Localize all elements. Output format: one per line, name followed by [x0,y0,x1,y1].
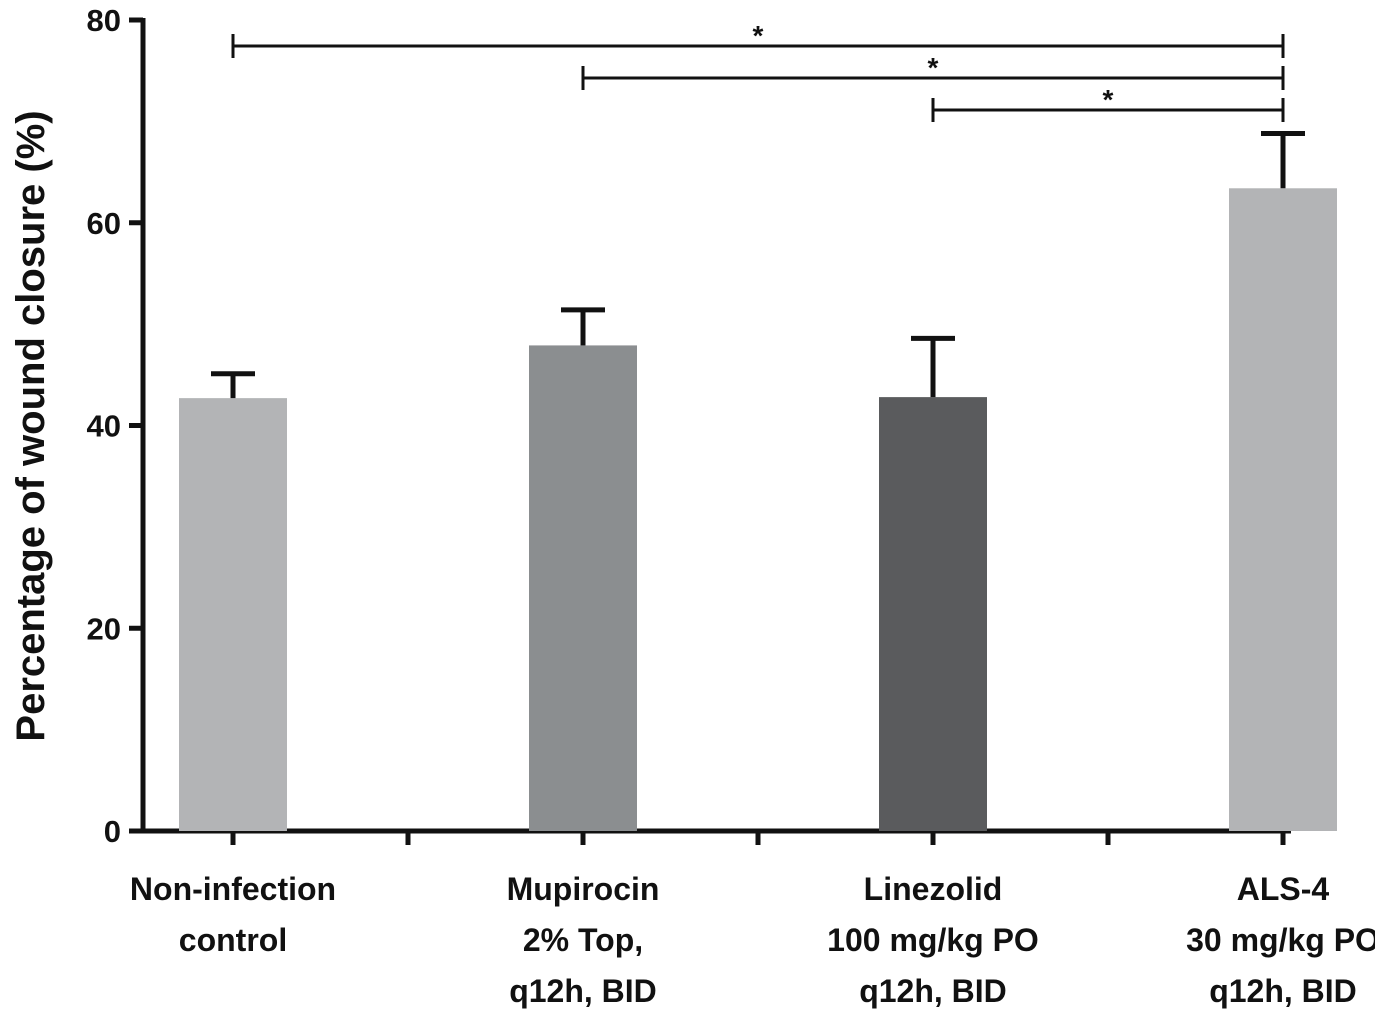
y-tick-label: 20 [87,611,121,646]
significance-label: * [1103,84,1114,115]
bar [1229,188,1337,832]
x-tick-label: Mupirocin 2% Top, q12h, BID [507,871,660,1009]
x-tick-label-line: Non-infection [130,871,336,907]
y-tick-label: 80 [87,3,121,38]
x-tick-label-line: ALS-4 [1237,871,1330,907]
x-tick-label-line: q12h, BID [1209,973,1357,1009]
x-tick-label: Non-infection control [130,871,336,958]
bar [179,398,287,831]
error-bar [1261,131,1305,189]
x-tick-label: Linezolid 100 mg/kg PO q12h, BID [827,871,1039,1009]
x-tick-label-line: control [179,922,287,958]
x-tick-label-line: 30 mg/kg PO [1186,922,1375,958]
significance-label: * [753,20,764,51]
x-tick-label-line: 2% Top, [523,922,643,958]
error-bar [211,371,255,399]
significance-label: * [928,52,939,83]
y-tick-label: 40 [87,409,121,444]
x-tick-label-line: q12h, BID [859,973,1007,1009]
y-axis-label: Percentage of wound closure (%) [9,110,53,741]
error-bar [911,335,955,398]
x-tick-label-line: 100 mg/kg PO [827,922,1039,958]
x-tick-label-line: Linezolid [864,871,1003,907]
y-tick-label: 60 [87,206,121,241]
bar [879,397,987,831]
bar [529,345,637,831]
error-bar [561,307,605,346]
x-tick-label-line: q12h, BID [509,973,657,1009]
x-tick-label-line: Mupirocin [507,871,660,907]
y-tick-label: 0 [104,814,121,849]
x-tick-label: ALS-4 30 mg/kg PO q12h, BID [1186,871,1375,1009]
